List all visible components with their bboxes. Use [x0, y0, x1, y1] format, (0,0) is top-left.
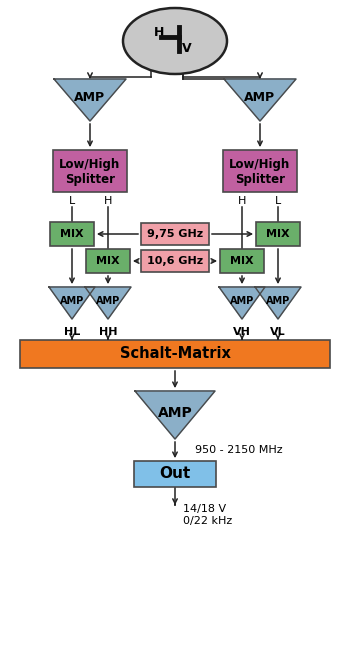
Text: MIX: MIX: [96, 256, 120, 266]
Ellipse shape: [123, 8, 227, 74]
Text: AMP: AMP: [75, 92, 106, 104]
Text: AMP: AMP: [266, 296, 290, 306]
Polygon shape: [224, 79, 296, 121]
Text: Splitter: Splitter: [235, 173, 285, 186]
Text: 0/22 kHz: 0/22 kHz: [183, 516, 232, 526]
FancyBboxPatch shape: [86, 249, 130, 273]
Text: Schalt-Matrix: Schalt-Matrix: [120, 347, 230, 361]
Text: AMP: AMP: [158, 405, 192, 419]
Text: AMP: AMP: [96, 296, 120, 306]
Text: 14/18 V: 14/18 V: [183, 504, 226, 514]
Text: MIX: MIX: [60, 229, 84, 239]
FancyBboxPatch shape: [20, 340, 330, 368]
FancyBboxPatch shape: [256, 222, 300, 246]
Text: AMP: AMP: [230, 296, 254, 306]
FancyBboxPatch shape: [141, 250, 209, 272]
Text: Low/High: Low/High: [229, 158, 290, 171]
Text: 10,6 GHz: 10,6 GHz: [147, 256, 203, 266]
Text: H: H: [154, 25, 164, 39]
Text: Low/High: Low/High: [60, 158, 121, 171]
Text: HH: HH: [99, 327, 117, 337]
Polygon shape: [54, 79, 126, 121]
Polygon shape: [219, 287, 265, 319]
Text: V: V: [182, 43, 192, 56]
Text: AMP: AMP: [244, 92, 275, 104]
Polygon shape: [135, 391, 215, 439]
FancyBboxPatch shape: [50, 222, 94, 246]
Text: AMP: AMP: [60, 296, 84, 306]
FancyBboxPatch shape: [134, 461, 216, 487]
Text: MIX: MIX: [266, 229, 290, 239]
Text: H: H: [238, 196, 246, 206]
Text: H: H: [104, 196, 112, 206]
Text: Out: Out: [159, 466, 191, 482]
Text: Splitter: Splitter: [65, 173, 115, 186]
FancyBboxPatch shape: [53, 150, 127, 192]
Polygon shape: [255, 287, 301, 319]
FancyBboxPatch shape: [141, 223, 209, 245]
Text: HL: HL: [64, 327, 80, 337]
Text: MIX: MIX: [230, 256, 254, 266]
Text: L: L: [69, 196, 75, 206]
FancyBboxPatch shape: [220, 249, 264, 273]
Text: 950 - 2150 MHz: 950 - 2150 MHz: [195, 445, 283, 455]
FancyBboxPatch shape: [223, 150, 297, 192]
Polygon shape: [49, 287, 95, 319]
Text: VL: VL: [270, 327, 286, 337]
Text: VH: VH: [233, 327, 251, 337]
Text: 9,75 GHz: 9,75 GHz: [147, 229, 203, 239]
Polygon shape: [85, 287, 131, 319]
Text: L: L: [275, 196, 281, 206]
